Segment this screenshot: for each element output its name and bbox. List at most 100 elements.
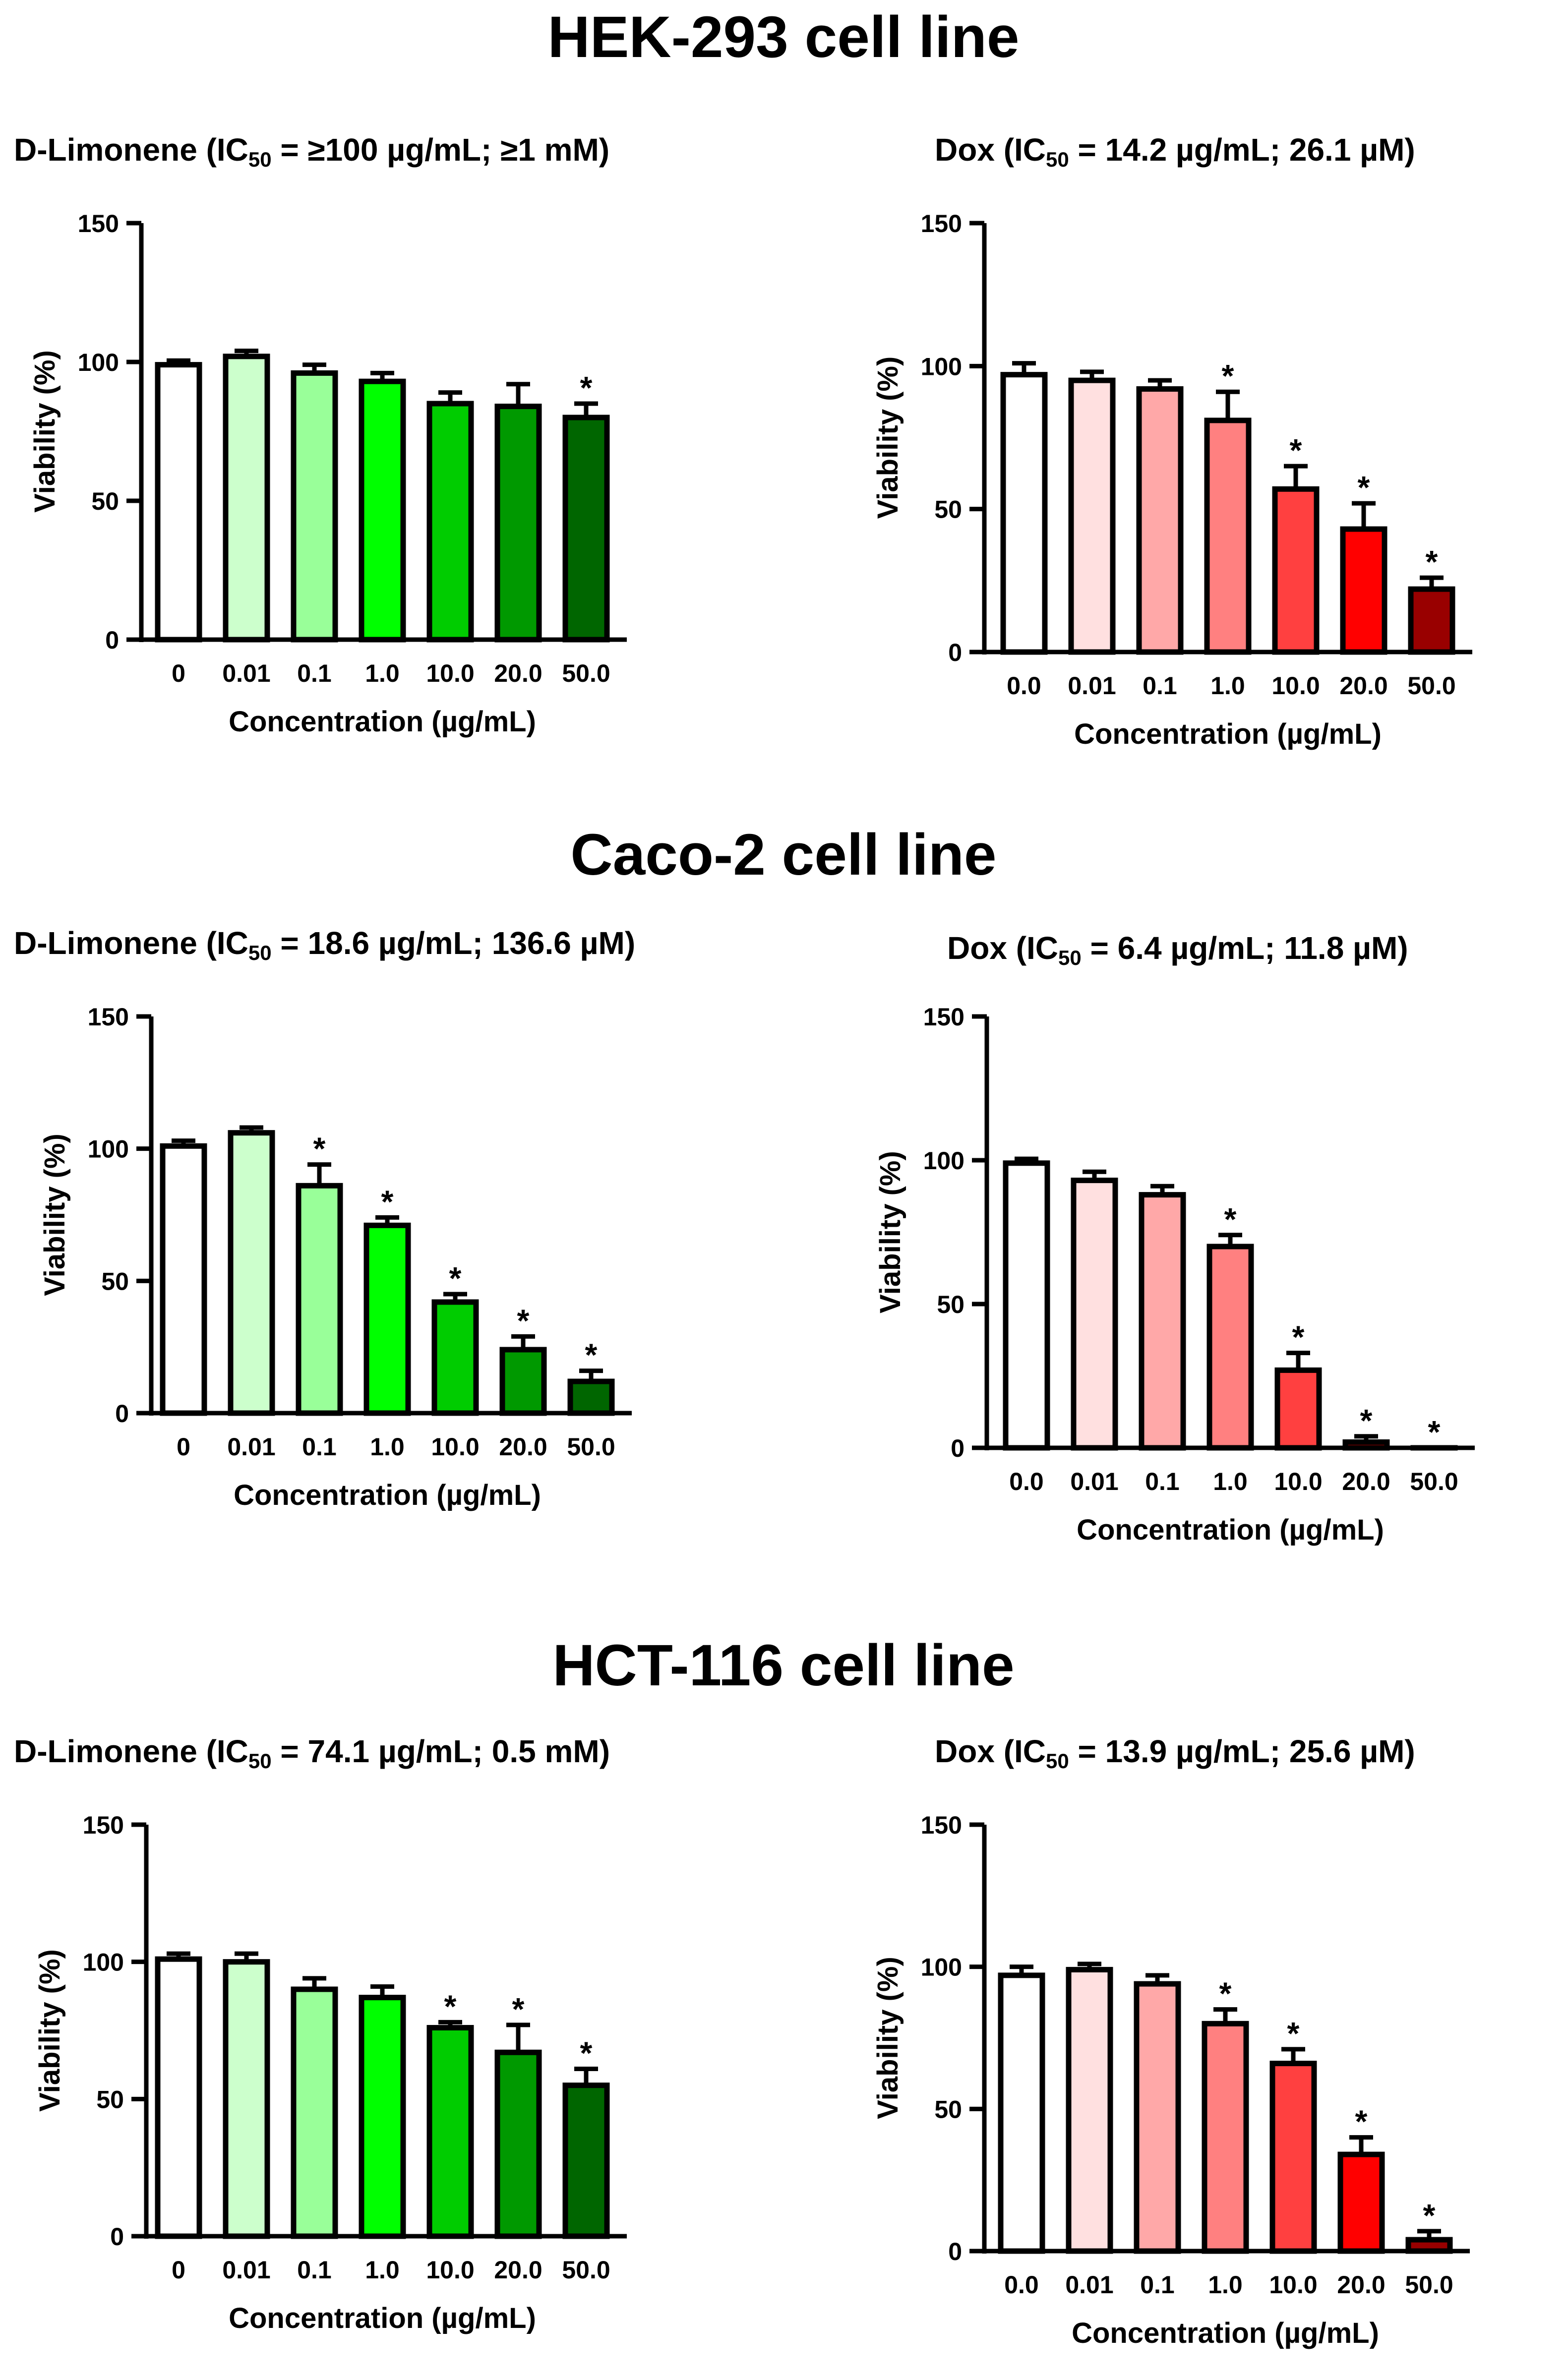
bar [1343,529,1385,652]
section-title-hek293: HEK-293 cell line [0,8,1567,66]
significance-marker: * [1219,1976,1232,2012]
bar [429,404,471,640]
bar [366,1225,408,1413]
x-tick-label: 50.0 [1405,2271,1453,2299]
y-axis-label: Viability (%) [29,350,61,513]
significance-marker: * [449,1260,462,1296]
bar [163,1146,204,1413]
bar [1340,2154,1382,2251]
bar [1071,380,1113,652]
bar [497,407,539,640]
x-axis-label: Concentration (µg/mL) [1072,2317,1379,2349]
significance-marker: * [580,370,593,406]
chart-panel-hct116-limonene: D-Limonene (IC50 = 74.1 µg/mL; 0.5 mM) 0… [0,1735,784,2380]
x-tick-label: 1.0 [370,1433,405,1461]
y-tick-label: 50 [91,487,119,515]
x-tick-label: 50.0 [562,659,610,687]
bar [1001,1975,1042,2251]
significance-marker: * [580,2035,593,2071]
bar [1411,589,1452,652]
x-tick-label: 0 [177,1433,190,1461]
x-tick-label: 50.0 [1410,1468,1458,1495]
x-tick-label: 0.01 [1070,1468,1118,1495]
x-tick-label: 10.0 [431,1433,479,1461]
x-tick-label: 0.1 [297,2256,332,2284]
bar [226,1962,267,2236]
bar [502,1350,544,1413]
y-axis-label: Viability (%) [872,357,904,519]
significance-marker: * [1423,2198,1436,2233]
significance-marker: * [1426,544,1438,580]
bar [299,1186,340,1413]
bar [1139,389,1181,652]
x-tick-label: 0.01 [1068,672,1116,700]
y-tick-label: 50 [934,2095,962,2123]
bar [158,365,199,640]
x-tick-label: 20.0 [494,2256,542,2284]
x-tick-label: 1.0 [365,659,400,687]
x-tick-label: 0.1 [1143,672,1177,700]
significance-marker: * [1428,1414,1441,1450]
y-tick-label: 100 [923,1147,964,1175]
bar [1275,489,1317,652]
bar [565,2085,607,2236]
x-tick-label: 0.01 [222,2256,270,2284]
bar [1069,1969,1110,2251]
y-tick-label: 150 [83,1811,124,1839]
section-title-caco2: Caco-2 cell line [0,826,1567,884]
x-axis-label: Concentration (µg/mL) [1074,718,1382,750]
x-tick-label: 0.01 [1065,2271,1113,2299]
y-tick-label: 100 [88,1135,129,1163]
x-tick-label: 0.1 [1140,2271,1175,2299]
x-tick-label: 1.0 [365,2256,400,2284]
significance-marker: * [1292,1319,1305,1355]
x-tick-label: 1.0 [1213,1468,1248,1495]
bar [226,357,267,640]
x-tick-label: 0.1 [1145,1468,1180,1495]
y-tick-label: 150 [78,210,119,238]
x-tick-label: 0.0 [1007,672,1041,700]
y-axis-label: Viability (%) [34,1949,66,2112]
x-tick-label: 0.1 [302,1433,337,1461]
y-tick-label: 150 [923,1003,964,1031]
x-tick-label: 20.0 [1337,2271,1385,2299]
x-tick-label: 10.0 [1269,2271,1317,2299]
significance-marker: * [1224,1201,1237,1237]
y-tick-label: 0 [948,639,962,666]
y-tick-label: 150 [88,1003,129,1031]
significance-marker: * [1358,470,1370,505]
y-tick-label: 0 [115,1400,129,1428]
x-tick-label: 0 [172,2256,185,2284]
significance-marker: * [381,1184,394,1219]
y-tick-label: 0 [951,1434,964,1462]
significance-marker: * [585,1337,598,1373]
significance-marker: * [1222,358,1234,394]
x-tick-label: 20.0 [499,1433,547,1461]
bar [231,1133,272,1413]
section-title-hct116: HCT-116 cell line [0,1636,1567,1695]
bar [294,373,335,640]
bar [1006,1163,1047,1448]
bar [1207,420,1249,652]
bar [362,381,403,640]
bar [1205,2023,1246,2251]
bar [429,2027,471,2236]
x-tick-label: 0.01 [222,659,270,687]
bar [294,1989,335,2236]
y-tick-label: 0 [110,2223,124,2251]
x-tick-label: 0.1 [297,659,332,687]
significance-marker: * [1287,2016,1300,2051]
bar [434,1302,476,1413]
x-tick-label: 50.0 [1407,672,1455,700]
significance-marker: * [313,1131,326,1167]
bar [565,417,607,640]
y-tick-label: 50 [937,1291,964,1318]
x-tick-label: 50.0 [567,1433,615,1461]
y-tick-label: 100 [921,353,962,380]
y-tick-label: 100 [921,1954,962,1981]
